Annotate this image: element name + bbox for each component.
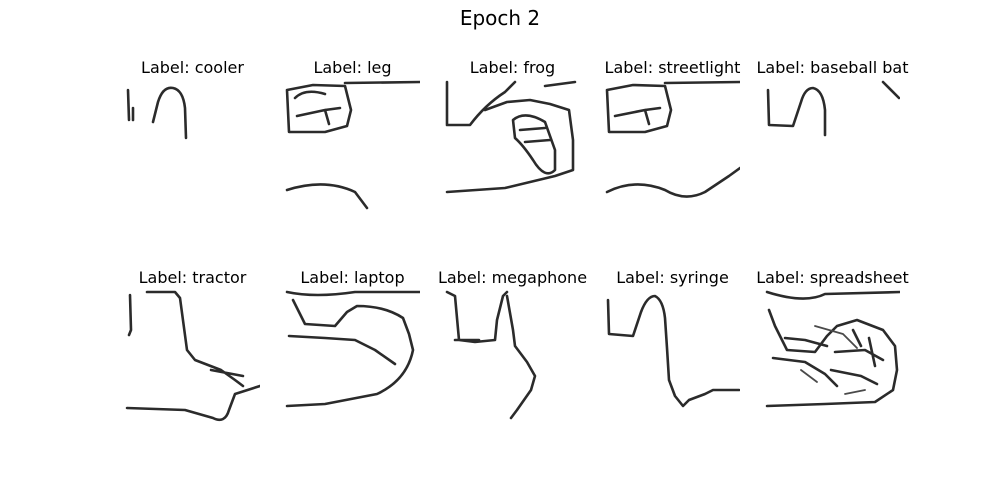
panel-label: Label: syringe [616, 268, 729, 287]
sketch-image-leg [285, 80, 420, 210]
panel-label: Label: tractor [138, 268, 247, 287]
panel-label: Label: frog [469, 58, 556, 77]
panel-label: Label: spreadsheet [756, 268, 909, 287]
panel-label: Label: leg [313, 58, 392, 77]
sketch-image-frog [445, 80, 577, 194]
sketch-image-spreadsheet [765, 290, 900, 408]
sketch-image-tractor [125, 290, 260, 422]
sketch-image-syringe [606, 294, 740, 408]
panel-label: Label: baseball bat [756, 58, 909, 77]
panel-label: Label: cooler [141, 58, 244, 77]
sketch-image-baseball-bat [766, 80, 900, 137]
panel-label: Label: laptop [300, 268, 405, 287]
figure-title: Epoch 2 [459, 6, 541, 30]
sketch-image-megaphone [445, 290, 537, 420]
sketch-image-streetlight [605, 80, 740, 198]
sketch-image-cooler [126, 86, 188, 140]
panel-label: Label: megaphone [437, 268, 588, 287]
panel-label: Label: streetlight [604, 58, 741, 77]
sketch-image-laptop [285, 290, 420, 408]
